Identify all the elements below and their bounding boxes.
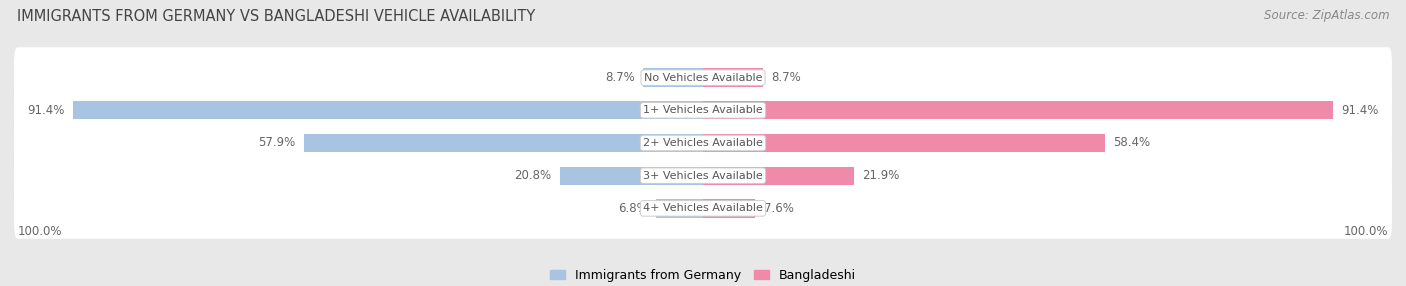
Bar: [657, 199, 703, 218]
Text: 58.4%: 58.4%: [1114, 136, 1150, 150]
Bar: [73, 101, 703, 120]
Text: 21.9%: 21.9%: [862, 169, 900, 182]
Text: No Vehicles Available: No Vehicles Available: [644, 73, 762, 83]
Bar: [304, 134, 703, 152]
FancyBboxPatch shape: [14, 113, 1392, 173]
Text: 7.6%: 7.6%: [763, 202, 793, 215]
Text: 20.8%: 20.8%: [515, 169, 551, 182]
Bar: [560, 166, 703, 185]
Text: 100.0%: 100.0%: [17, 225, 62, 238]
Bar: [703, 134, 1105, 152]
FancyBboxPatch shape: [14, 47, 1392, 108]
Text: 4+ Vehicles Available: 4+ Vehicles Available: [643, 203, 763, 213]
Text: 3+ Vehicles Available: 3+ Vehicles Available: [643, 171, 763, 181]
FancyBboxPatch shape: [14, 80, 1392, 141]
Bar: [703, 101, 1333, 120]
Legend: Immigrants from Germany, Bangladeshi: Immigrants from Germany, Bangladeshi: [546, 264, 860, 286]
Bar: [703, 68, 763, 87]
Text: 100.0%: 100.0%: [1344, 225, 1389, 238]
FancyBboxPatch shape: [14, 178, 1392, 239]
Text: 91.4%: 91.4%: [1341, 104, 1378, 117]
Text: 57.9%: 57.9%: [259, 136, 295, 150]
Bar: [643, 68, 703, 87]
Text: 2+ Vehicles Available: 2+ Vehicles Available: [643, 138, 763, 148]
Text: 1+ Vehicles Available: 1+ Vehicles Available: [643, 105, 763, 115]
Text: Source: ZipAtlas.com: Source: ZipAtlas.com: [1264, 9, 1389, 21]
Text: 8.7%: 8.7%: [605, 71, 634, 84]
Bar: [703, 166, 853, 185]
Text: 6.8%: 6.8%: [619, 202, 648, 215]
Text: IMMIGRANTS FROM GERMANY VS BANGLADESHI VEHICLE AVAILABILITY: IMMIGRANTS FROM GERMANY VS BANGLADESHI V…: [17, 9, 536, 23]
Text: 8.7%: 8.7%: [772, 71, 801, 84]
Text: 91.4%: 91.4%: [28, 104, 65, 117]
Bar: [703, 199, 755, 218]
FancyBboxPatch shape: [14, 145, 1392, 206]
